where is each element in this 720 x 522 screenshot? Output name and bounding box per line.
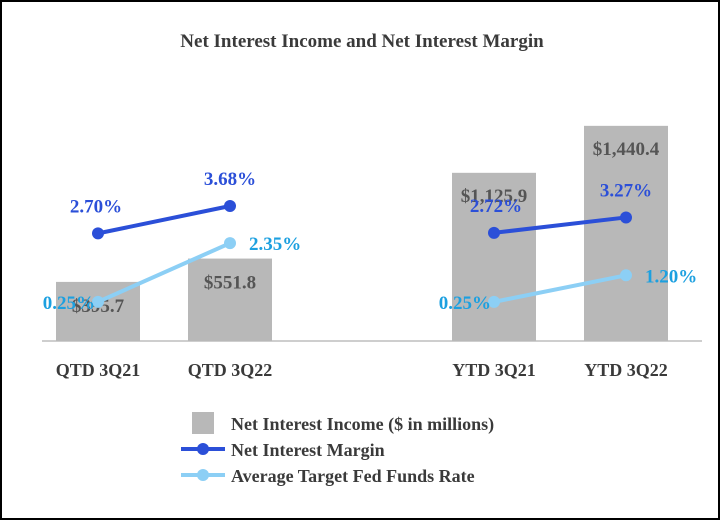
legend-swatch-marker <box>197 443 209 455</box>
bar-ytd-3q22 <box>584 125 668 342</box>
bar-qtd-3q21 <box>56 281 140 341</box>
bar-value-label: $1,125.9 <box>461 186 528 207</box>
net-interest-margin-point <box>488 226 500 239</box>
bar-labels-layer: $395.7$551.8$1,125.9$1,440.4 <box>72 139 660 317</box>
legend: Net Interest Income ($ in millions) Net I… <box>181 412 494 486</box>
fed-funds-rate-value-label: 2.35% <box>249 234 301 255</box>
net-interest-margin-point <box>620 211 632 224</box>
bar-ytd-3q21 <box>452 172 536 341</box>
bar-value-label: $551.8 <box>204 273 256 294</box>
legend-entry-label: Average Target Fed Funds Rate <box>231 466 475 486</box>
fed-funds-rate-value-label: 0.25% <box>439 293 491 314</box>
net-interest-margin-value-label: 2.70% <box>70 196 122 217</box>
bar-qtd-3q22 <box>188 258 272 341</box>
legend-swatch-marker <box>197 469 209 481</box>
x-tick-label: QTD 3Q22 <box>188 360 273 380</box>
x-tick-label: QTD 3Q21 <box>56 360 141 380</box>
net-interest-margin-line-segment <box>96 203 232 236</box>
net-interest-margin-point <box>92 227 104 240</box>
legend-entry-label: Net Interest Margin <box>231 440 385 460</box>
chart-title: Net Interest Income and Net Interest Mar… <box>180 31 544 52</box>
net-interest-margin-value-label: 3.68% <box>204 169 256 190</box>
fed-funds-rate-value-label: 1.20% <box>645 266 697 287</box>
lines-layer <box>92 199 632 308</box>
fed-funds-rate-point <box>92 295 104 308</box>
fed-funds-rate-point <box>488 295 500 308</box>
fed-funds-rate-point <box>620 269 632 282</box>
x-tick-labels: QTD 3Q21 QTD 3Q22 YTD 3Q21 YTD 3Q22 <box>56 360 668 380</box>
fed-funds-rate-line-segment <box>492 273 628 304</box>
x-tick-label: YTD 3Q22 <box>584 360 668 380</box>
fed-funds-rate-value-label: 0.25% <box>43 293 95 314</box>
x-tick-label: YTD 3Q21 <box>452 360 536 380</box>
fed-funds-rate-line-segment <box>96 241 232 304</box>
legend-entry-label: Net Interest Income ($ in millions) <box>231 414 494 435</box>
net-interest-margin-value-label: 3.27% <box>600 180 652 201</box>
net-interest-margin-point <box>224 199 236 212</box>
legend-swatch-bar <box>192 412 214 434</box>
fed-funds-rate-point <box>224 237 236 250</box>
net-interest-margin-line-segment <box>492 215 628 235</box>
point-labels-layer: 2.70% 3.68% 2.72% 3.27% 0.25% 2.35% 0.25% 1.20% <box>43 169 698 314</box>
bar-value-label: $1,440.4 <box>593 139 660 160</box>
net-interest-margin-value-label: 2.72% <box>470 196 522 217</box>
bars-layer <box>56 125 668 342</box>
